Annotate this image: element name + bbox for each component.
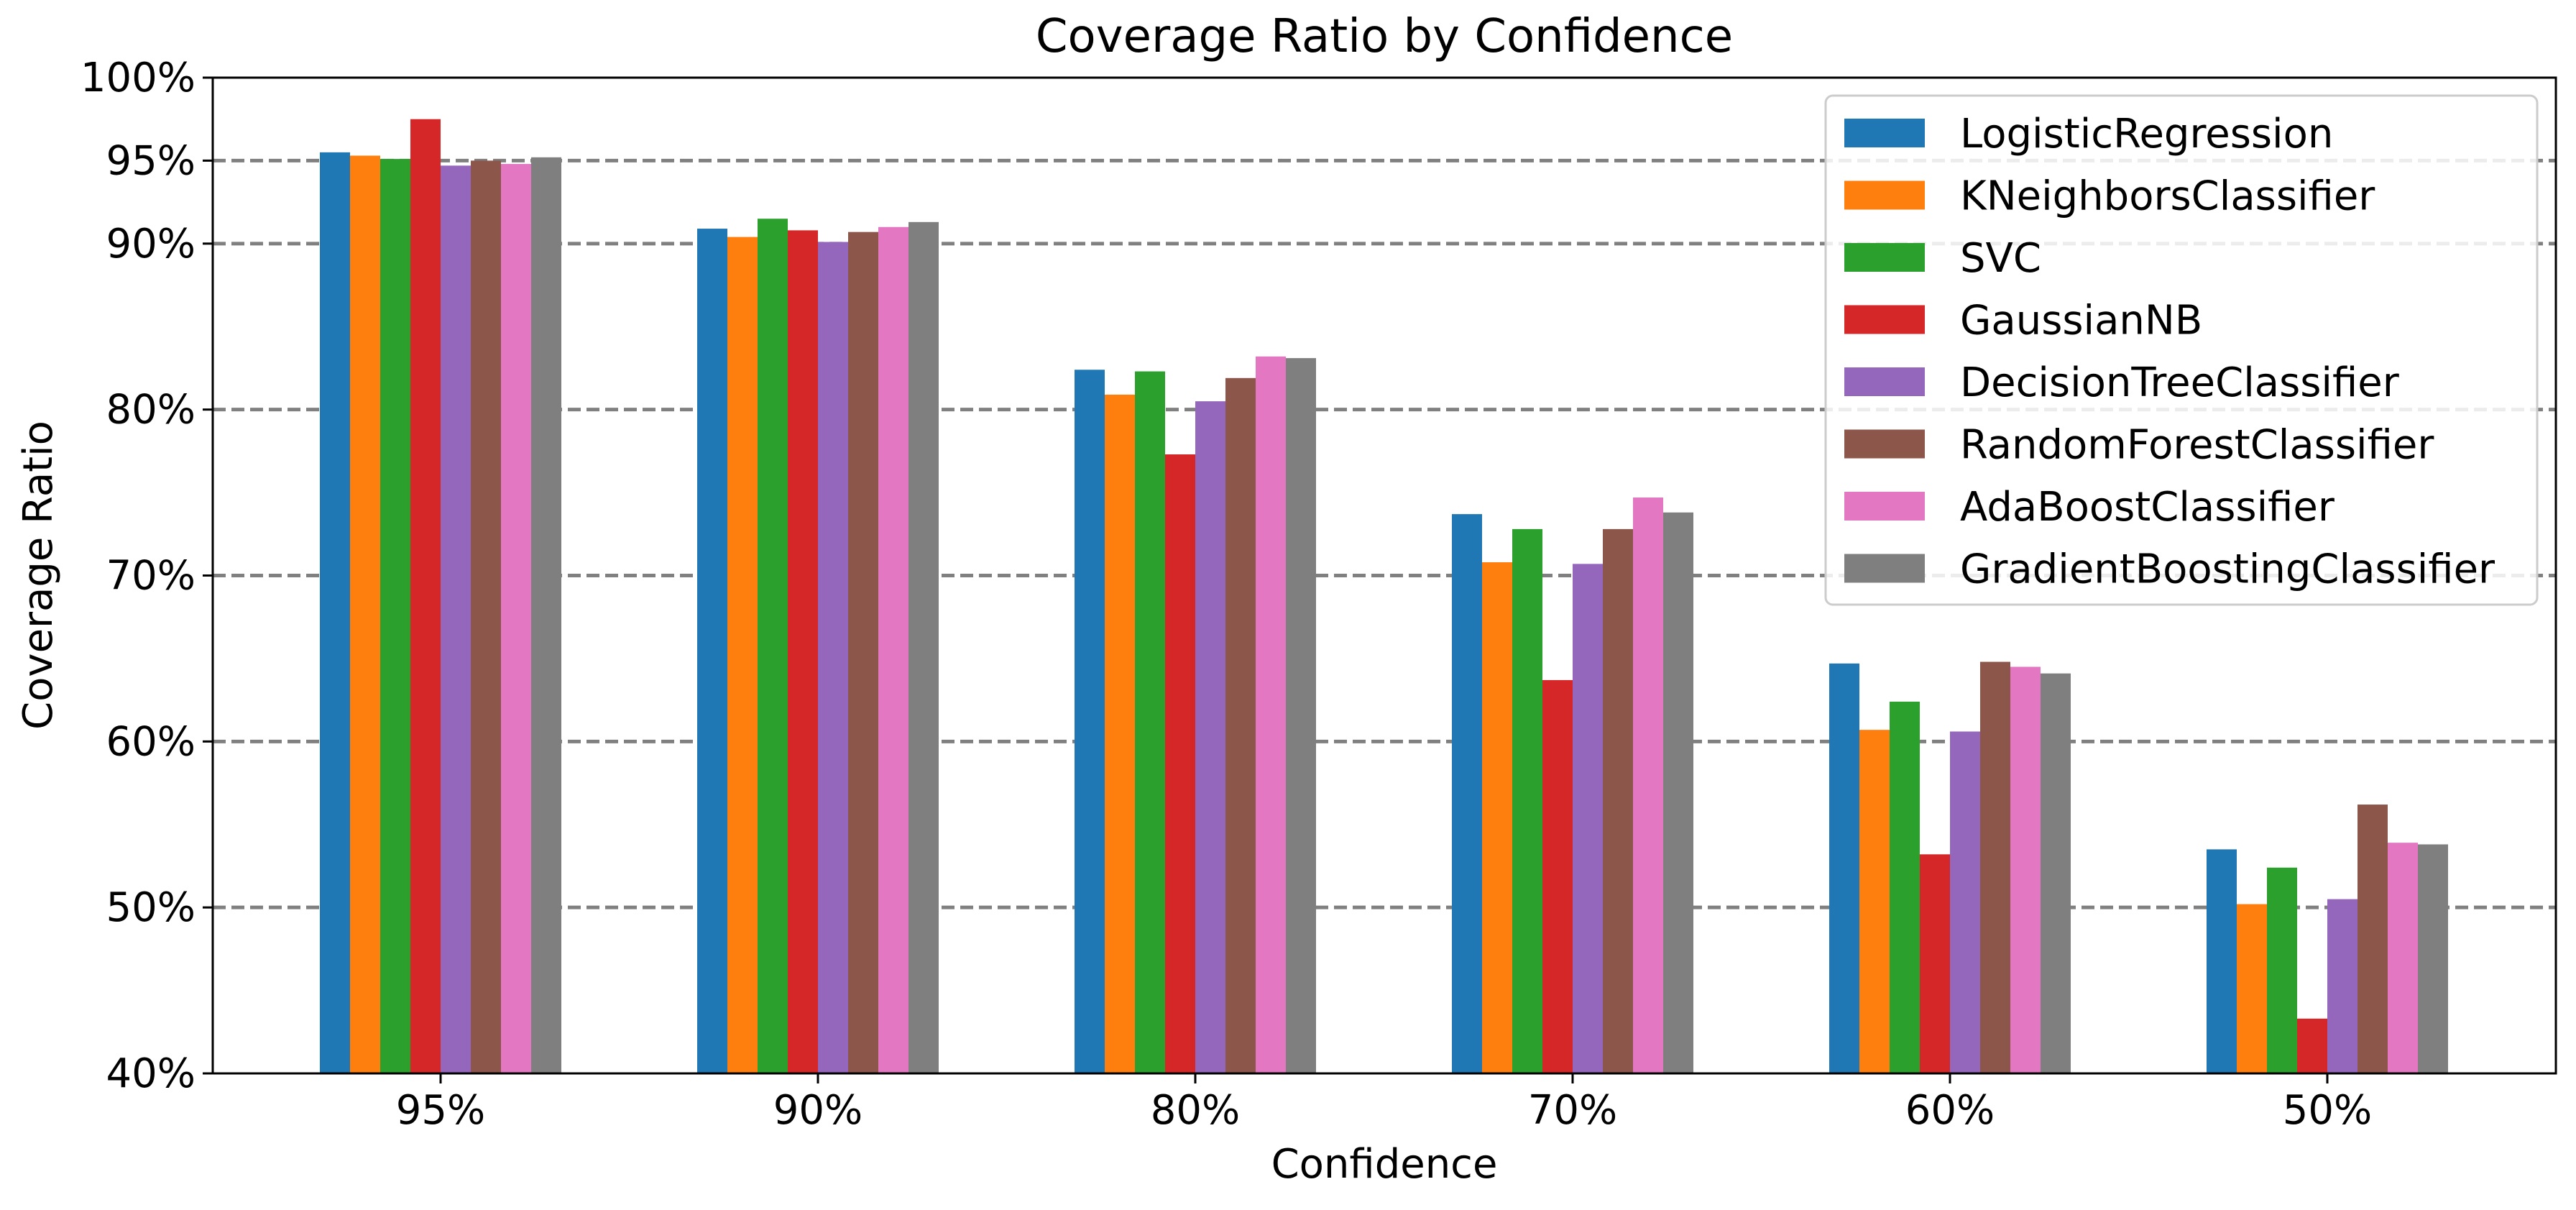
bar — [848, 232, 878, 1073]
y-tick-label: 70% — [106, 553, 196, 600]
bar — [788, 230, 818, 1073]
bar — [380, 159, 410, 1073]
bar — [1980, 661, 2010, 1073]
y-tick-label: 60% — [106, 718, 196, 765]
bar — [1482, 562, 1512, 1073]
legend-swatch — [1844, 554, 1925, 583]
x-axis-label: Confidence — [1271, 1141, 1498, 1188]
legend-label: AdaBoostClassifier — [1960, 484, 2335, 531]
bar — [1603, 528, 1633, 1073]
bar — [1512, 528, 1542, 1073]
bar — [1452, 514, 1482, 1073]
y-tick-label: 50% — [106, 884, 196, 931]
bar — [2237, 904, 2267, 1073]
bar — [1859, 730, 1890, 1073]
legend: LogisticRegression KNeighborsClassifier SV… — [1824, 94, 2539, 606]
y-axis: 40% 50% 60% 70% 80% 90% 95% 100% — [80, 55, 213, 1097]
bar — [531, 157, 561, 1073]
bar — [1225, 377, 1256, 1073]
bar — [878, 226, 908, 1073]
x-tick-label: 90% — [773, 1087, 862, 1134]
bar — [1663, 512, 1693, 1073]
bar — [1165, 454, 1195, 1073]
legend-label: GaussianNB — [1960, 298, 2202, 344]
legend-swatch — [1844, 367, 1925, 396]
bar — [2418, 844, 2448, 1073]
bar — [2327, 899, 2358, 1073]
legend-swatch — [1844, 429, 1925, 459]
x-tick-label: 95% — [396, 1087, 485, 1134]
bar — [908, 221, 939, 1074]
bar — [1633, 498, 1663, 1073]
bar — [2207, 849, 2237, 1073]
x-tick-label: 50% — [2283, 1087, 2372, 1134]
x-axis: 95% 90% 80% 70% 60% 50% — [396, 1073, 2372, 1134]
chart-title: Coverage Ratio by Confidence — [1036, 10, 1733, 63]
legend-label: RandomForestClassifier — [1960, 422, 2434, 469]
bar — [501, 164, 531, 1074]
bar — [1105, 394, 1135, 1073]
bar — [1195, 401, 1225, 1073]
legend-swatch — [1844, 180, 1925, 210]
bar — [441, 165, 471, 1073]
bar — [320, 152, 350, 1073]
bars — [320, 119, 2448, 1074]
bar — [1573, 564, 1603, 1073]
y-tick-label: 90% — [106, 221, 196, 267]
legend-swatch — [1844, 119, 1925, 147]
bar — [758, 219, 788, 1073]
bar — [2358, 805, 2388, 1073]
bar — [2267, 867, 2297, 1073]
bar — [727, 237, 758, 1074]
bar — [1135, 371, 1165, 1073]
bar — [1256, 356, 1286, 1073]
legend-box — [1824, 94, 2539, 606]
bar — [2388, 843, 2418, 1073]
x-tick-label: 70% — [1528, 1087, 1617, 1134]
bar — [1542, 679, 1573, 1073]
y-tick-label: 95% — [106, 137, 196, 184]
y-tick-label: 100% — [80, 55, 196, 101]
legend-label: KNeighborsClassifier — [1960, 173, 2375, 220]
legend-label: DecisionTreeClassifier — [1960, 359, 2400, 406]
legend-label: GradientBoostingClassifier — [1960, 546, 2496, 593]
x-tick-label: 80% — [1151, 1087, 1240, 1134]
bar — [2010, 666, 2041, 1073]
bar — [1950, 731, 1980, 1073]
legend-swatch — [1844, 243, 1925, 272]
y-tick-label: 80% — [106, 387, 196, 434]
bar — [697, 229, 727, 1073]
bar — [471, 160, 501, 1074]
bar — [350, 155, 380, 1073]
x-tick-label: 60% — [1905, 1087, 1995, 1134]
bar — [1829, 663, 1859, 1073]
y-axis-label: Coverage Ratio — [15, 421, 62, 730]
bar — [410, 119, 441, 1073]
bar — [818, 242, 848, 1073]
bar — [1920, 854, 1950, 1073]
y-tick-label: 40% — [106, 1050, 196, 1097]
bar — [1075, 370, 1105, 1073]
legend-swatch — [1844, 492, 1925, 521]
bar — [1286, 358, 1316, 1073]
bar — [1890, 701, 1920, 1073]
legend-label: LogisticRegression — [1960, 111, 2333, 157]
bar — [2041, 673, 2071, 1073]
legend-swatch — [1844, 305, 1925, 334]
legend-label: SVC — [1960, 235, 2041, 282]
bar — [2297, 1018, 2327, 1073]
